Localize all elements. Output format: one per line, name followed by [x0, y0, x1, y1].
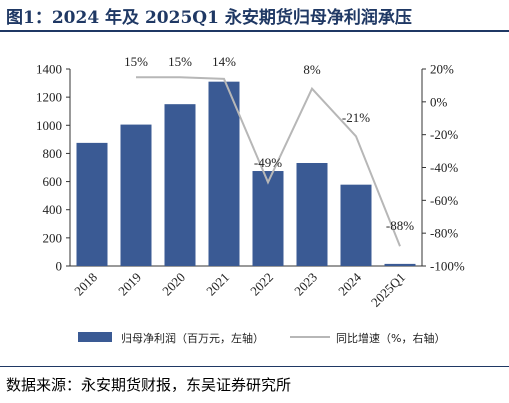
line-data-labels: 15% 15% 14% -49% 8% -21% -88% [124, 54, 414, 233]
left-axis-tick-label: 1200 [36, 90, 62, 105]
x-axis-tick-label: 2021 [203, 270, 232, 299]
chart: 0 200 400 600 800 1000 1200 1400 20% 0% -20% -40% -… [36, 54, 465, 345]
legend: 归母净利润（百万元，左轴） 同比增速（%，右轴） [78, 331, 445, 345]
right-axis-tick-label: -100% [430, 259, 465, 274]
x-axis-tick-label: 2019 [115, 270, 144, 299]
x-axis: 2018 2019 2020 2021 2022 2023 2024 2025Q1 [70, 265, 422, 310]
left-axis-tick-label: 800 [43, 146, 63, 161]
bar-2018 [76, 142, 108, 266]
x-axis-tick-label: 2022 [247, 270, 276, 299]
x-axis-tick-label: 2024 [335, 269, 364, 298]
x-axis-tick-label: 2025Q1 [368, 270, 408, 310]
left-axis-tick-label: 0 [56, 259, 63, 274]
left-axis-tick-label: 1400 [36, 62, 62, 77]
x-axis-tick-label: 2023 [291, 270, 320, 299]
line-data-label: -21% [342, 110, 370, 125]
line-data-label: 14% [212, 54, 236, 69]
legend-label-bar: 归母净利润（百万元，左轴） [121, 331, 264, 345]
right-axis-tick-label: -80% [430, 226, 458, 241]
x-axis-tick-label: 2020 [159, 270, 188, 299]
bar-2023 [296, 162, 328, 266]
title-divider [0, 30, 509, 32]
right-axis-tick-label: -20% [430, 127, 458, 142]
growth-line [136, 76, 401, 247]
x-axis-tick-label: 2018 [71, 270, 100, 299]
left-axis-tick-label: 600 [43, 174, 63, 189]
bar-2022 [252, 171, 284, 266]
legend-label-line: 同比增速（%，右轴） [336, 331, 445, 345]
bar-2024 [340, 184, 372, 266]
line-data-label: 8% [303, 62, 321, 77]
left-axis-tick-label: 200 [43, 230, 63, 245]
source-divider [0, 366, 509, 367]
bar-series [76, 81, 416, 266]
left-axis: 0 200 400 600 800 1000 1200 1400 [36, 62, 71, 274]
left-axis-tick-label: 1000 [36, 118, 62, 133]
left-axis-tick-label: 400 [43, 202, 63, 217]
right-axis: 20% 0% -20% -40% -60% -80% -100% [421, 62, 465, 274]
bar-2021 [208, 81, 240, 266]
legend-swatch-bar [78, 332, 112, 342]
right-axis-tick-label: 0% [430, 94, 448, 109]
bar-2020 [164, 104, 196, 266]
bar-2025Q1 [384, 263, 416, 266]
line-data-label: 15% [168, 54, 192, 69]
source-note: 数据来源：永安期货财报，东吴证券研究所 [6, 376, 292, 394]
right-axis-tick-label: 20% [430, 62, 454, 77]
right-axis-tick-label: -60% [430, 193, 458, 208]
line-data-label: -88% [386, 218, 414, 233]
right-axis-tick-label: -40% [430, 160, 458, 175]
bar-2019 [120, 124, 152, 266]
figure-title: 图1：2024 年及 2025Q1 永安期货归母净利润承压 [6, 8, 412, 28]
line-data-label: 15% [124, 54, 148, 69]
line-data-label: -49% [254, 155, 282, 170]
line-series [136, 76, 401, 247]
